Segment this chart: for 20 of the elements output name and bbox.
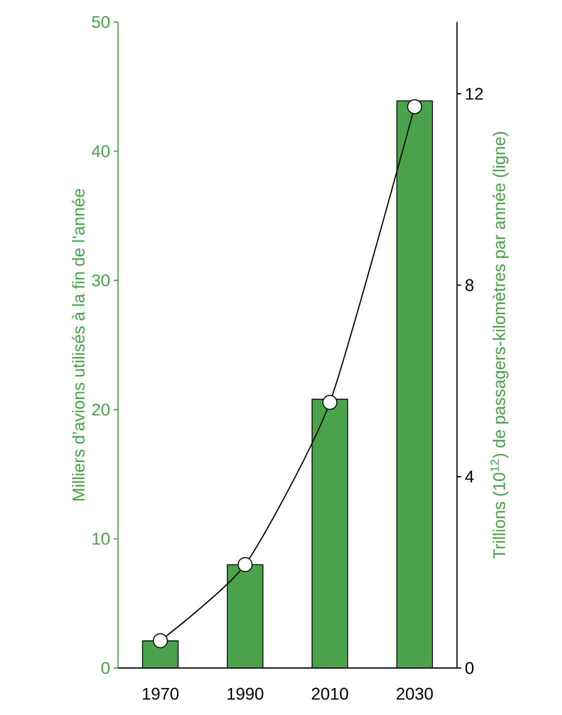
point [407, 99, 422, 114]
y2-tick-label: 4 [465, 470, 474, 482]
y2-tick-label: 0 [465, 662, 474, 674]
y-axis-title: Milliers d’avions utilisés à la fin de l’année [72, 189, 85, 500]
x-tick-label: 1970 [142, 688, 179, 700]
y-tick-label: 0 [101, 662, 110, 674]
y-tick-label: 20 [92, 404, 110, 416]
point [238, 557, 253, 572]
point [322, 394, 338, 410]
y2-tick-label: 8 [466, 279, 474, 292]
y2-tick-label: 12 [466, 88, 483, 100]
y-tick-label: 40 [92, 145, 110, 158]
x-tick-label: 2010 [312, 688, 348, 700]
y2-axis-title: Trillions (10$^{12}$) de passagers-kilomètres par année (ligne) [490, 132, 508, 559]
x-tick-label: 1990 [228, 688, 264, 700]
point [152, 633, 168, 648]
x-tick-label: 2030 [396, 688, 433, 700]
y-tick-label: 30 [92, 274, 110, 286]
y-tick-label: 10 [92, 532, 110, 545]
y-tick-label: 50 [92, 16, 110, 28]
